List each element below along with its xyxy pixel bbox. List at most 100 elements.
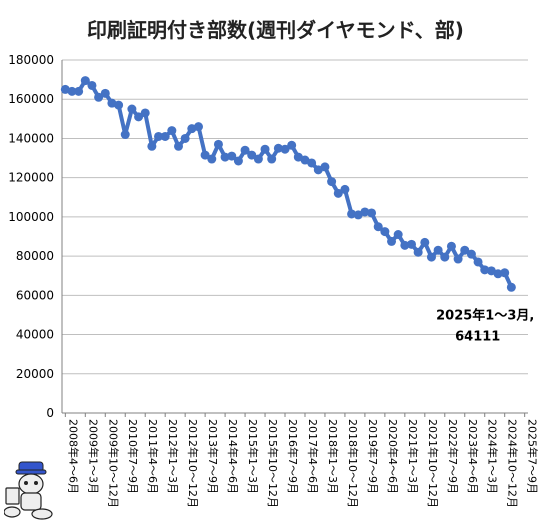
x-tick-label: 2015年10～12月 — [266, 419, 280, 508]
axes — [61, 60, 528, 417]
data-point — [373, 222, 383, 232]
y-tick-label: 140000 — [8, 131, 54, 145]
x-tick-label: 2016年7～9月 — [286, 419, 300, 494]
y-tick-label: 160000 — [8, 92, 54, 106]
x-tick-label: 2010年7～9月 — [126, 419, 140, 494]
data-point — [340, 184, 350, 194]
annotation-label-period: 2025年1～3月, — [436, 307, 534, 323]
data-point — [380, 227, 390, 237]
y-tick-label: 20000 — [16, 367, 54, 381]
x-tick-label: 2014年4～6月 — [226, 419, 240, 494]
data-point — [480, 265, 490, 275]
data-point — [333, 188, 343, 198]
data-point — [446, 241, 456, 251]
x-tick-label: 2018年10～12月 — [346, 419, 360, 508]
data-point — [367, 208, 377, 218]
data-point — [287, 140, 297, 150]
data-point — [393, 230, 403, 240]
data-point — [460, 245, 470, 255]
data-point — [80, 76, 90, 86]
data-point — [94, 92, 104, 102]
x-tick-label: 2022年7～9月 — [446, 419, 460, 494]
x-tick-label: 2021年10～12月 — [426, 419, 440, 508]
x-tick-label: 2020年4～6月 — [386, 419, 400, 494]
annotation: 2025年1～3月, 64111 — [436, 307, 534, 344]
data-point — [140, 108, 150, 118]
data-point — [147, 141, 157, 151]
x-tick-label: 2013年7～9月 — [206, 419, 220, 494]
data-point — [154, 131, 164, 141]
data-point — [280, 144, 290, 154]
data-point — [506, 282, 516, 292]
data-point — [200, 150, 210, 160]
data-point — [207, 154, 217, 164]
data-point — [500, 268, 510, 278]
data-point — [387, 236, 397, 246]
y-tick-label: 180000 — [8, 53, 54, 67]
y-tick-label: 100000 — [8, 210, 54, 224]
data-point — [400, 240, 410, 250]
data-point — [320, 162, 330, 172]
x-tick-label: 2009年10～12月 — [106, 419, 120, 508]
data-point — [420, 237, 430, 247]
gridlines — [62, 59, 528, 375]
series — [60, 76, 516, 292]
data-point — [114, 100, 124, 110]
chart-title: 印刷証明付き部数(週刊ダイヤモンド、部) — [87, 18, 464, 42]
y-tick-label: 40000 — [16, 328, 54, 342]
x-tick-label: 2019年7～9月 — [366, 419, 380, 494]
data-point — [67, 86, 77, 96]
data-point — [127, 104, 137, 114]
x-tick-labels: 2008年4～6月 2009年1～3月 2009年10～12月 2010年7～9月 20… — [66, 419, 539, 508]
data-point — [407, 239, 416, 249]
x-tick-label: 2025年7～9月 — [526, 419, 540, 494]
data-point — [233, 156, 243, 166]
data-point — [327, 177, 337, 187]
annotation-label-value: 64111 — [455, 329, 500, 344]
data-point — [493, 269, 503, 279]
x-tick-label: 2021年1～3月 — [406, 419, 420, 494]
data-point — [413, 247, 423, 257]
data-point — [247, 150, 257, 160]
y-tick-label: 80000 — [16, 249, 54, 263]
data-point — [227, 151, 237, 161]
data-point — [466, 249, 476, 259]
data-point — [193, 122, 203, 132]
data-point — [433, 245, 443, 255]
data-point — [74, 86, 84, 96]
data-point — [120, 130, 130, 140]
data-point — [134, 112, 144, 122]
cat-mascot-icon — [4, 461, 53, 520]
data-point — [174, 141, 183, 151]
x-tick-label: 2023年4～6月 — [466, 419, 480, 494]
data-point — [273, 143, 283, 153]
y-tick-label: 120000 — [8, 171, 54, 185]
data-point — [440, 252, 450, 262]
data-point — [426, 252, 436, 262]
data-point — [213, 139, 223, 149]
data-point — [220, 152, 230, 162]
data-point — [100, 88, 110, 98]
data-point — [260, 144, 270, 154]
y-tick-label: 0 — [46, 406, 54, 420]
data-point — [253, 154, 263, 164]
data-point — [453, 254, 463, 264]
data-point — [167, 126, 177, 136]
x-tick-label: 2017年4～6月 — [306, 419, 320, 494]
data-point — [307, 158, 317, 168]
x-tick-label: 2015年1～3月 — [246, 419, 260, 494]
x-tick-label: 2012年10～12月 — [186, 419, 200, 508]
data-point — [347, 209, 357, 219]
x-tick-label: 2011年4～6月 — [146, 419, 160, 494]
x-tick-label: 2024年10～12月 — [506, 419, 520, 508]
x-tick-label: 2012年1～3月 — [166, 419, 180, 494]
data-point — [360, 207, 370, 217]
y-tick-labels: 0 20000 40000 60000 80000 100000 120000 140000 1… — [8, 53, 54, 420]
data-point — [267, 154, 277, 164]
y-tick-label: 60000 — [16, 288, 54, 302]
x-tick-label: 2009年1～3月 — [86, 419, 100, 494]
data-point — [180, 133, 190, 143]
data-point — [87, 80, 97, 90]
